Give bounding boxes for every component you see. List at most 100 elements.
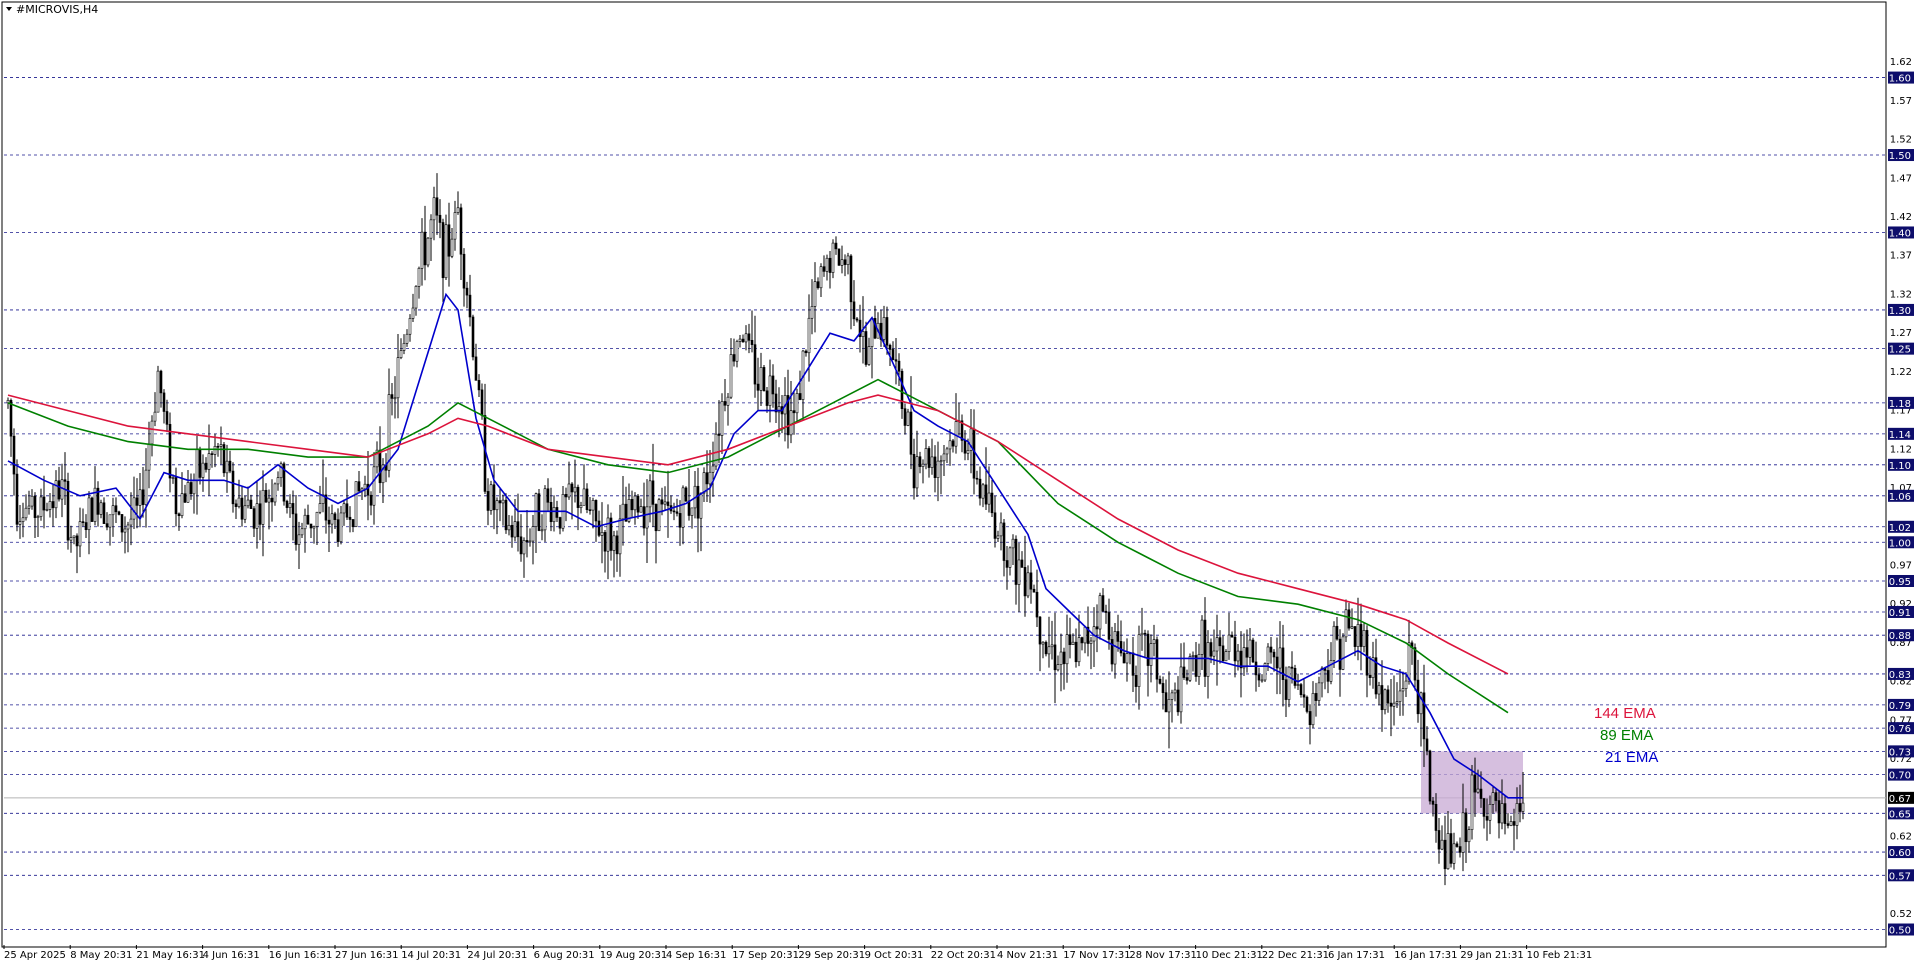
candle-body [777,406,781,413]
ema-line-21 [7,292,1523,799]
x-tick-label: 17 Sep 20:31 [732,950,799,961]
candle-body [363,483,367,490]
candle-body [1059,651,1063,665]
candle-body [198,449,202,478]
y-level-label: 1.40 [1889,228,1911,239]
candle-body [750,340,754,345]
symbol-menu-icon[interactable] [6,7,12,11]
candle-body [1326,670,1330,682]
candle-body [522,540,526,555]
y-level-badge [1888,869,1914,882]
candle-body [720,401,724,436]
y-level-label: 0.79 [1889,701,1911,712]
candle-body [840,259,844,266]
candle-body [1089,640,1093,644]
candle-body [447,224,451,257]
candle-body [837,248,841,266]
candle-body [1254,661,1258,676]
candle-body [639,506,643,513]
candle-body [1152,639,1156,644]
candle-body [597,520,601,536]
y-level-badge [1888,698,1914,711]
candle-body [390,394,394,399]
candle-body [249,499,253,509]
candle-body [1431,800,1435,805]
candle-body [1308,711,1312,726]
candle-body [933,456,937,478]
candle-body [492,484,496,511]
candle-body [849,255,853,303]
candle-body [1518,803,1522,812]
x-tick-label: 16 Jan 17:31 [1394,950,1457,961]
candle-body [408,318,412,335]
candle-body [150,420,154,445]
candle-body [825,257,829,272]
y-tick-label: 0.92 [1890,599,1912,610]
candle-body [312,526,316,529]
x-tick-label: 24 Jul 20:31 [467,950,527,961]
y-level-label: 1.18 [1889,399,1911,410]
candle-body [903,408,907,426]
candle-body [999,522,1003,537]
candle-body [900,370,904,409]
candle-body [762,367,766,392]
candle-body [894,359,898,362]
y-level-label: 0.65 [1889,809,1911,820]
candle-body [918,456,922,467]
candle-body [39,496,43,517]
x-tick-label: 9 Oct 20:31 [865,950,924,961]
candle-body [858,319,862,337]
candle-body [1050,644,1054,648]
ema-line-89 [7,378,1509,714]
symbol-title: #MICROVIS,H4 [16,3,98,16]
candle-body [981,484,985,499]
candle-body [144,469,148,505]
candle-body [525,540,529,543]
candle-body [945,448,949,455]
candle-body [1329,660,1333,682]
candle-body [318,503,322,513]
candle-body [1176,689,1180,713]
candle-body [450,238,454,257]
candle-body [18,521,22,525]
candle-body [66,481,70,541]
candle-body [1491,792,1495,805]
candle-body [1068,634,1072,645]
candle-body [12,435,16,475]
candle-body [123,528,127,533]
candle-body [201,462,205,478]
candle-body [234,503,238,507]
ema-annotations: 144 EMA 89 EMA 21 EMA [1594,705,1658,766]
candle-body [864,331,868,365]
candle-body [741,338,745,343]
candle-body [366,483,370,496]
candle-body [1251,639,1255,663]
candle-body [642,506,646,529]
candle-body [594,500,598,522]
candle-body [81,521,85,523]
candle-body [1032,588,1036,593]
candle-body [1419,692,1423,715]
x-tick-label: 22 Dec 21:31 [1262,950,1329,961]
candle-body [1191,655,1195,657]
candle-body [1374,657,1378,695]
candle-body [1224,651,1228,662]
x-tick-label: 19 Aug 20:31 [600,950,667,961]
candle-body [300,528,304,536]
candle-body [606,517,610,552]
candle-body [195,449,199,482]
candle-body [1434,804,1438,831]
candle-body [855,318,859,321]
candle-body [1476,788,1480,793]
candle-body [441,222,445,279]
candle-body [1404,680,1408,689]
candle-body [1350,626,1354,629]
candle-body [357,481,361,492]
candle-body [438,214,442,223]
candle-body [1275,656,1279,669]
candle-body [1056,664,1060,671]
candle-body [84,522,88,531]
candle-body [534,493,538,527]
candle-body [1341,636,1345,670]
